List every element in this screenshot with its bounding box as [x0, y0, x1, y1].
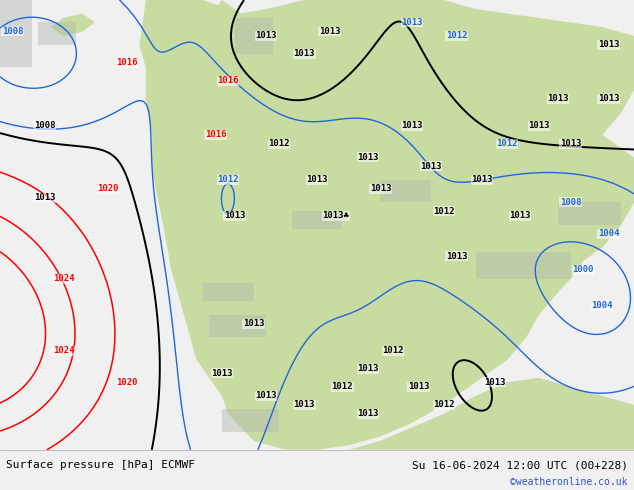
Text: 1013♣: 1013♣ — [323, 211, 349, 220]
Text: 1016: 1016 — [205, 130, 226, 140]
Text: 1004: 1004 — [598, 229, 619, 239]
Text: 1013: 1013 — [306, 175, 328, 184]
Text: 1013: 1013 — [547, 95, 569, 103]
Text: 1012: 1012 — [446, 31, 467, 41]
Polygon shape — [380, 180, 431, 202]
Polygon shape — [209, 315, 266, 337]
Text: 1013: 1013 — [294, 49, 315, 58]
Text: 1008: 1008 — [34, 122, 55, 130]
Text: 1012: 1012 — [433, 400, 455, 409]
Polygon shape — [139, 0, 634, 450]
Text: 1013: 1013 — [224, 211, 245, 220]
Text: 1016: 1016 — [116, 58, 138, 68]
Text: 1012: 1012 — [382, 346, 404, 355]
Text: 1013: 1013 — [357, 153, 378, 162]
Text: 1024: 1024 — [53, 346, 74, 355]
Text: 1013: 1013 — [294, 400, 315, 409]
Polygon shape — [222, 409, 279, 432]
Text: 1013: 1013 — [34, 194, 55, 202]
Polygon shape — [190, 81, 216, 113]
Text: 1000: 1000 — [573, 266, 594, 274]
Text: 1013: 1013 — [509, 211, 531, 220]
Text: 1004: 1004 — [592, 301, 613, 310]
Polygon shape — [235, 18, 273, 54]
Text: 1013: 1013 — [243, 319, 264, 328]
Text: 1013: 1013 — [420, 162, 442, 171]
Text: 1013: 1013 — [370, 184, 391, 194]
Text: 1008: 1008 — [560, 198, 581, 207]
Text: 1012: 1012 — [217, 175, 239, 184]
Text: 1013: 1013 — [256, 31, 277, 41]
Text: Su 16-06-2024 12:00 UTC (00+228): Su 16-06-2024 12:00 UTC (00+228) — [411, 460, 628, 470]
Text: 1012: 1012 — [332, 382, 353, 392]
Polygon shape — [190, 378, 634, 450]
Text: Surface pressure [hPa] ECMWF: Surface pressure [hPa] ECMWF — [6, 460, 195, 470]
Text: 1013: 1013 — [598, 95, 619, 103]
Polygon shape — [0, 0, 32, 68]
Text: 1020: 1020 — [97, 184, 119, 194]
Polygon shape — [292, 211, 342, 229]
Text: 1013: 1013 — [471, 175, 493, 184]
Text: 1013: 1013 — [256, 392, 277, 400]
Text: 1013: 1013 — [484, 378, 505, 387]
Polygon shape — [476, 252, 571, 279]
Text: 1013: 1013 — [446, 252, 467, 261]
Text: 1008: 1008 — [2, 27, 23, 36]
Text: 1013: 1013 — [319, 27, 340, 36]
Text: 1012: 1012 — [496, 140, 518, 148]
Polygon shape — [203, 283, 254, 301]
Text: 1012: 1012 — [433, 207, 455, 216]
Polygon shape — [51, 14, 95, 36]
Text: 1013: 1013 — [401, 18, 423, 27]
Text: ©weatheronline.co.uk: ©weatheronline.co.uk — [510, 477, 628, 487]
Polygon shape — [203, 0, 292, 90]
Text: 1013: 1013 — [560, 140, 581, 148]
Text: 1013: 1013 — [528, 122, 550, 130]
Text: 1013: 1013 — [401, 122, 423, 130]
Polygon shape — [38, 23, 76, 45]
Text: 1020: 1020 — [116, 378, 138, 387]
Text: 1012: 1012 — [268, 140, 290, 148]
Polygon shape — [558, 202, 621, 225]
Text: 1013: 1013 — [357, 365, 378, 373]
Text: 1013: 1013 — [357, 409, 378, 418]
Text: 1024: 1024 — [53, 274, 74, 283]
Text: 1013: 1013 — [408, 382, 429, 392]
Text: 1013: 1013 — [598, 41, 619, 49]
Text: 1013: 1013 — [211, 369, 233, 378]
Text: 1016: 1016 — [217, 76, 239, 85]
